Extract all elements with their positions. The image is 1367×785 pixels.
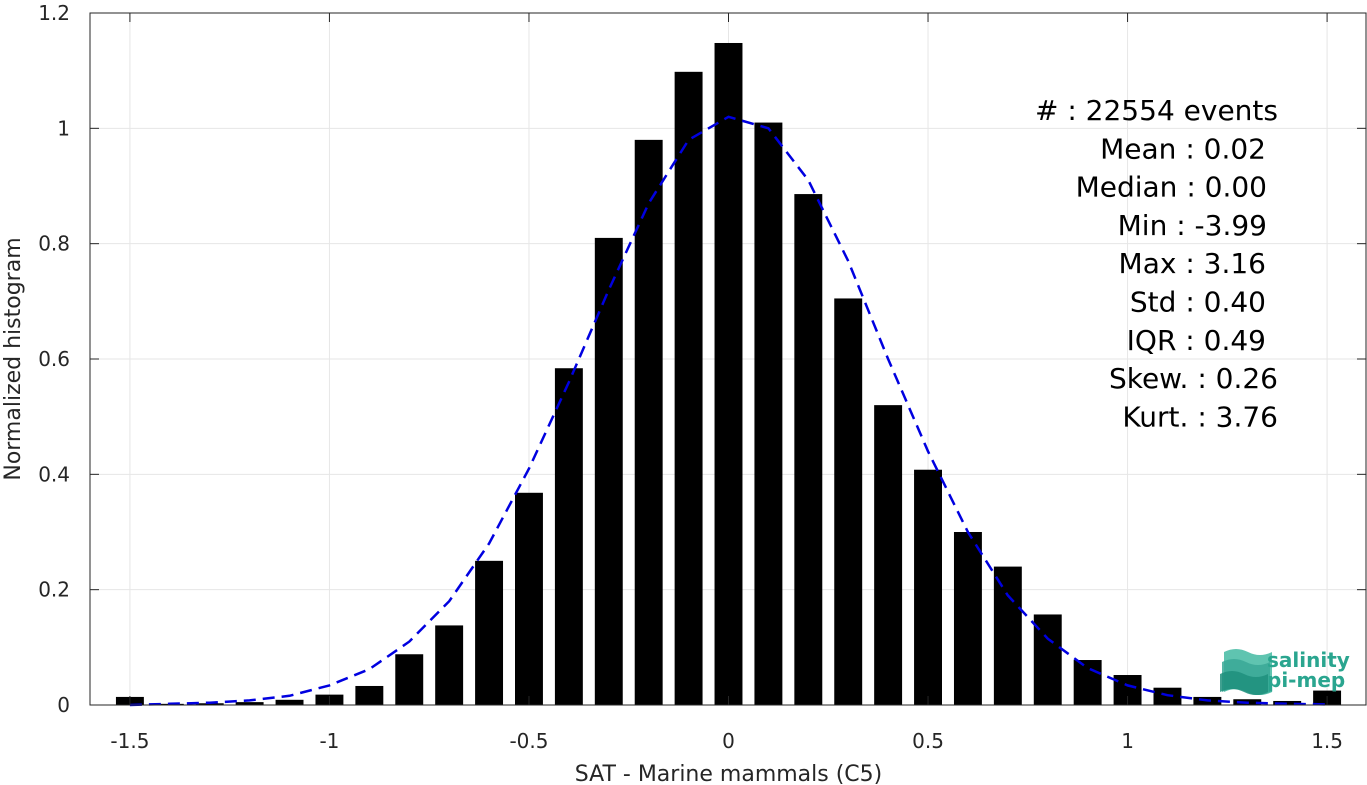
x-tick-label: 1.5 [1311,729,1343,753]
y-tick-label: 0.8 [38,232,70,256]
histogram-bar [435,625,464,705]
histogram-bar [674,71,703,705]
histogram-bar [953,532,982,705]
y-tick-label: 0.2 [38,578,70,602]
histogram-bar [874,405,903,705]
x-tick-label: 0.5 [912,729,944,753]
histogram-bar [594,237,623,705]
histogram-bar [634,139,663,705]
wave-logo-icon [1220,649,1272,695]
x-tick-label: -0.5 [509,729,548,753]
histogram-bar [834,298,863,705]
stats-line: Median : 0.00 [1076,171,1267,204]
logo-text-salinity: salinity [1267,648,1350,672]
histogram-bar [195,703,224,705]
histogram-bar [754,122,783,706]
histogram-bar [515,492,543,705]
histogram-bar [914,469,942,705]
logo-text-pi-mep: pi-mep [1267,668,1345,692]
histogram-bar [275,699,304,705]
stats-line: Std : 0.40 [1130,286,1266,319]
histogram-bar [475,560,504,705]
salinity-pi-mep-logo: salinity pi-mep [1220,648,1350,695]
y-tick-label: 1 [57,116,70,140]
x-tick-label: -1 [319,729,339,753]
y-tick-label: 0.6 [38,347,70,371]
histogram-bar [355,685,384,705]
x-tick-label: -1.5 [110,729,149,753]
x-tick-label: 1 [1121,729,1134,753]
histogram-bar [235,702,264,705]
y-axis-title: Normalized histogram [1,237,26,480]
stats-line: Kurt. : 3.76 [1122,400,1278,433]
histogram-bars [115,42,1342,706]
stats-line: Min : -3.99 [1118,209,1267,242]
x-axis-ticks: -1.5 -1 -0.5 0 0.5 1 1.5 [110,13,1343,753]
y-tick-label: 0.4 [38,462,70,486]
histogram-bar [794,194,823,705]
normal-fit-curve [129,115,1328,707]
stats-line: IQR : 0.49 [1127,324,1266,357]
y-tick-label: 0 [57,693,70,717]
y-tick-label: 1.2 [38,1,70,25]
y-axis-ticks: 0 0.2 0.4 0.6 0.8 1 1.2 [38,1,1366,717]
histogram-bar [554,368,583,705]
stats-line: Max : 3.16 [1119,247,1266,280]
x-axis-title: SAT - Marine mammals (C5) [575,762,883,785]
histogram-bar [395,654,424,705]
histogram-bar [714,42,743,705]
histogram-bar [1273,700,1302,705]
statistics-annotation: # : 22554 events Mean : 0.02 Median : 0.00… [1035,94,1278,433]
stats-line: # : 22554 events [1035,94,1278,127]
histogram-bar [1073,660,1102,705]
stats-line: Skew. : 0.26 [1109,362,1278,395]
x-tick-label: 0 [722,729,735,753]
stats-line: Mean : 0.02 [1100,132,1266,165]
histogram-bar [993,566,1022,705]
